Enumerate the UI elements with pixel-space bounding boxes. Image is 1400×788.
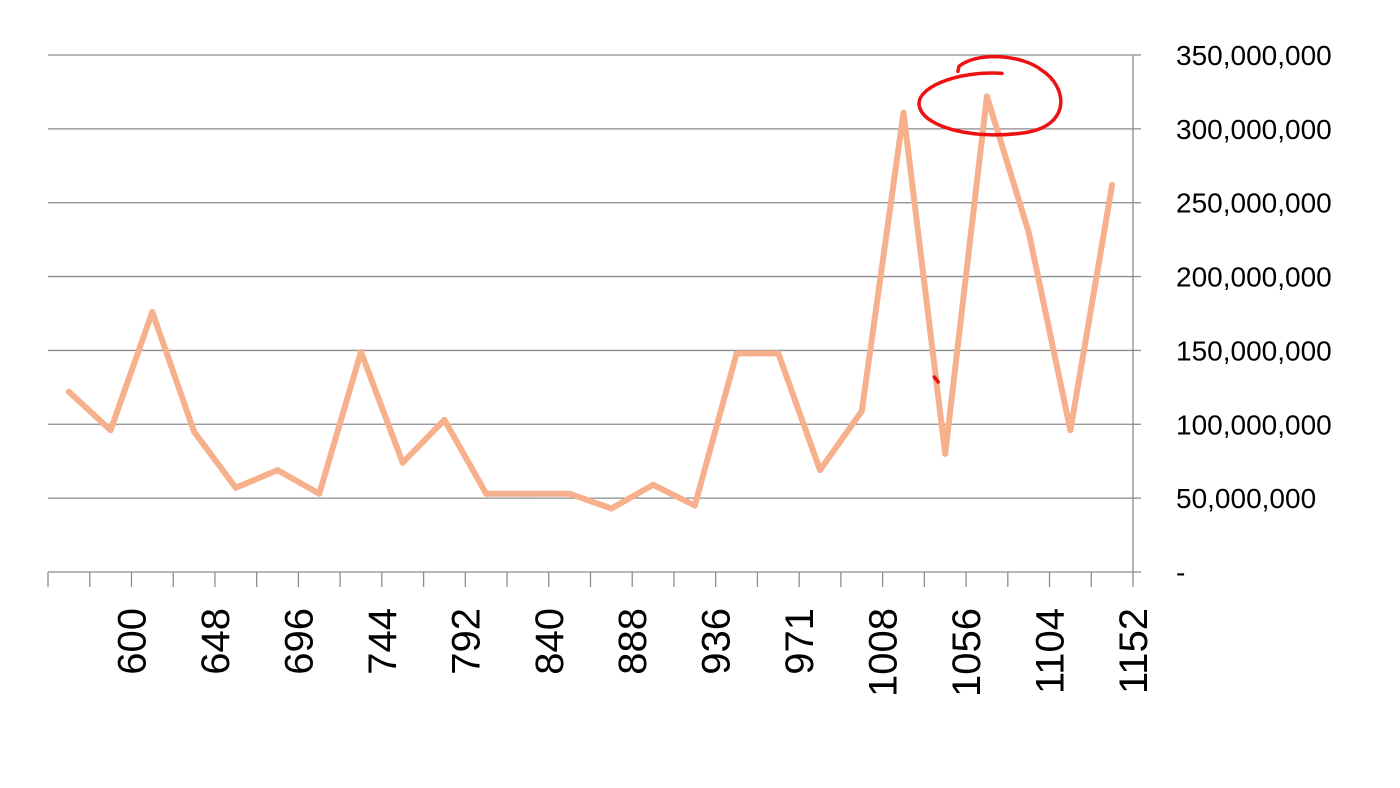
- data-point: [566, 490, 573, 497]
- annotation-tick: [932, 375, 940, 384]
- x-tick-label: 1056: [945, 608, 989, 697]
- data-point: [441, 416, 448, 423]
- data-point: [942, 450, 949, 457]
- data-point: [399, 459, 406, 466]
- x-tick-label: 744: [361, 608, 405, 675]
- x-tick-label: 1008: [862, 608, 906, 697]
- data-point: [191, 428, 198, 435]
- data-point: [149, 309, 156, 315]
- data-point: [65, 388, 72, 395]
- y-tick-label: 200,000,000: [1176, 262, 1332, 293]
- y-tick-label: 150,000,000: [1176, 335, 1332, 366]
- x-tick-label: 600: [111, 608, 155, 675]
- x-tick-label: 971: [778, 608, 822, 675]
- y-tick-label: 50,000,000: [1176, 483, 1316, 514]
- x-tick-label: 1152: [1112, 608, 1156, 694]
- data-point: [1025, 229, 1032, 236]
- data-point: [274, 467, 281, 474]
- data-point: [524, 490, 531, 497]
- data-point: [316, 490, 323, 497]
- x-axis-tick-labels: 600 648 696 744 792 840 888 936 971 1008 1056 1104 1…: [111, 608, 1157, 697]
- x-tick-label: 648: [194, 608, 238, 675]
- y-tick-label: 350,000,000: [1176, 40, 1332, 71]
- grid-lines: [48, 54, 1133, 499]
- data-point: [650, 481, 657, 488]
- data-point: [483, 490, 490, 497]
- data-point: [775, 350, 782, 357]
- y-axis-tick-labels: - 50,000,000 100,000,000 150,000,000 200,000…: [1176, 40, 1332, 588]
- data-point: [1067, 427, 1074, 434]
- x-tick-label: 936: [695, 608, 739, 675]
- data-point: [691, 502, 698, 509]
- y-tick-label: 300,000,000: [1176, 114, 1332, 145]
- data-point: [1109, 182, 1116, 188]
- x-tick-label: 840: [528, 608, 572, 675]
- data-point: [983, 93, 990, 100]
- plot-area: [65, 93, 1116, 512]
- y-tick-label: 250,000,000: [1176, 188, 1332, 219]
- y-tick-label: -: [1176, 557, 1185, 588]
- data-point: [107, 427, 114, 434]
- x-tick-label: 792: [444, 608, 488, 675]
- data-point: [817, 467, 823, 474]
- series-line: [65, 93, 1116, 512]
- data-point: [608, 505, 615, 512]
- x-tick-label: 1104: [1029, 608, 1073, 694]
- data-point: [900, 109, 907, 116]
- data-point: [232, 484, 239, 491]
- annotation-circle: [917, 54, 1063, 137]
- x-tick-label: 888: [611, 608, 655, 675]
- annotation: [917, 54, 1063, 384]
- data-point: [358, 348, 364, 355]
- y-tick-label: 100,000,000: [1176, 409, 1332, 440]
- data-point: [858, 408, 865, 414]
- data-point: [733, 350, 740, 357]
- axes: [47, 54, 1141, 587]
- x-tick-label: 696: [277, 608, 321, 675]
